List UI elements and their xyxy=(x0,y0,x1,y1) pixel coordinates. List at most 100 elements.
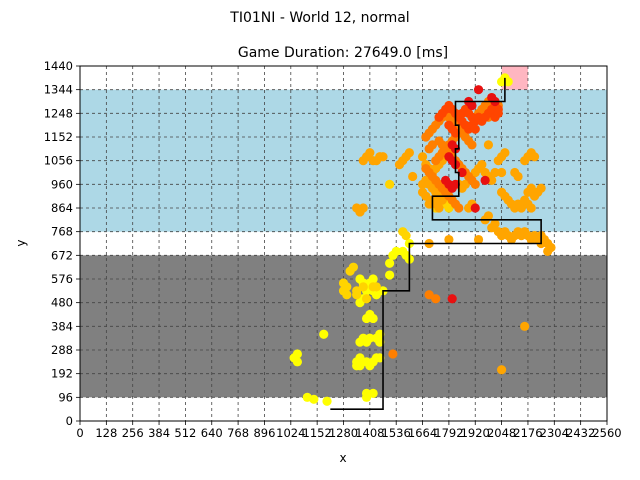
chart-title: Game Duration: 27649.0 [ms] xyxy=(238,45,448,61)
x-tick-label: 512 xyxy=(174,426,196,440)
x-tick-label: 384 xyxy=(148,426,170,440)
data-point xyxy=(358,203,368,213)
x-tick-label: 1664 xyxy=(408,426,437,440)
data-point xyxy=(375,353,385,363)
data-point xyxy=(497,231,507,241)
data-point xyxy=(309,394,319,404)
data-point xyxy=(457,167,467,178)
data-point xyxy=(447,294,457,304)
x-axis-label: x xyxy=(339,451,346,465)
data-point xyxy=(368,313,378,324)
y-tick-label: 384 xyxy=(51,319,73,333)
y-tick-label: 96 xyxy=(58,390,73,404)
x-tick-label: 1408 xyxy=(355,426,384,440)
y-tick-label: 288 xyxy=(51,343,73,357)
data-point xyxy=(385,270,395,280)
data-point xyxy=(536,183,546,193)
x-tick-label: 0 xyxy=(76,426,83,440)
x-tick-label: 2176 xyxy=(513,426,542,440)
data-point xyxy=(467,140,477,150)
data-point xyxy=(444,120,454,130)
data-point xyxy=(348,262,358,272)
x-tick-label: 1024 xyxy=(276,426,305,440)
data-point xyxy=(454,203,464,213)
y-axis-label: y xyxy=(14,239,28,246)
data-point xyxy=(450,128,461,138)
data-point xyxy=(480,175,490,185)
data-point xyxy=(319,329,329,339)
data-point xyxy=(404,148,414,158)
data-point xyxy=(417,152,428,162)
x-tick-label: 2048 xyxy=(487,426,516,440)
player-path-line xyxy=(330,77,542,410)
y-tick-label: 768 xyxy=(51,225,73,239)
data-point xyxy=(365,148,375,158)
data-point xyxy=(487,175,497,185)
y-tick-label: 1056 xyxy=(44,154,73,168)
data-point xyxy=(444,234,454,245)
data-point xyxy=(378,152,388,162)
data-point xyxy=(431,294,441,304)
y-tick-label: 864 xyxy=(51,201,73,215)
data-point xyxy=(434,203,444,213)
y-axis-ticks: 0 96 192 288 384 480 576 672 768 864 960 1056 1152 12… xyxy=(44,59,80,428)
y-tick-label: 576 xyxy=(51,272,73,286)
x-tick-label: 128 xyxy=(95,426,117,440)
data-point xyxy=(497,365,507,375)
data-point xyxy=(408,171,418,182)
data-point xyxy=(385,258,395,268)
x-tick-label: 2432 xyxy=(566,426,595,440)
data-point xyxy=(391,246,401,256)
data-point xyxy=(477,160,487,170)
data-point xyxy=(483,140,494,150)
y-tick-label: 672 xyxy=(51,248,73,262)
data-point xyxy=(375,329,385,339)
data-point xyxy=(493,108,503,118)
data-point xyxy=(520,321,530,331)
y-tick-label: 0 xyxy=(66,414,73,428)
data-point xyxy=(497,167,507,178)
data-point xyxy=(500,148,510,158)
y-tick-label: 1248 xyxy=(44,106,73,120)
chart-suptitle: TI01NI - World 12, normal xyxy=(229,10,409,26)
data-point xyxy=(470,124,480,134)
x-tick-label: 640 xyxy=(201,426,223,440)
data-point xyxy=(365,333,375,343)
data-point xyxy=(368,156,378,166)
x-tick-label: 896 xyxy=(253,426,275,440)
x-tick-label: 1920 xyxy=(461,426,490,440)
x-tick-label: 768 xyxy=(227,426,249,440)
data-point xyxy=(292,349,302,359)
data-point xyxy=(361,294,372,304)
data-point xyxy=(375,337,385,347)
x-tick-label: 256 xyxy=(122,426,144,440)
data-point xyxy=(322,396,332,406)
x-tick-label: 2304 xyxy=(540,426,569,440)
data-point xyxy=(513,171,523,182)
data-point xyxy=(450,179,461,189)
data-point xyxy=(385,179,395,189)
x-tick-label: 1152 xyxy=(303,426,332,440)
data-point xyxy=(434,136,444,146)
data-point xyxy=(368,274,378,284)
x-axis-ticks: 0 128 256 384 512 640 768 896 102411521280140815… xyxy=(76,421,622,440)
data-point xyxy=(543,246,553,256)
data-point xyxy=(368,388,378,398)
data-point xyxy=(434,112,444,122)
data-point xyxy=(352,286,362,296)
data-point xyxy=(361,388,372,398)
data-point xyxy=(470,179,480,189)
y-tick-label: 1152 xyxy=(44,130,73,144)
data-point xyxy=(401,231,411,241)
data-point xyxy=(490,167,500,178)
data-point xyxy=(388,349,398,359)
data-point xyxy=(473,234,484,245)
data-point xyxy=(473,85,484,95)
data-point xyxy=(467,100,477,111)
data-point xyxy=(371,282,382,292)
y-tick-label: 1344 xyxy=(44,83,73,97)
data-point xyxy=(490,219,500,229)
y-tick-label: 192 xyxy=(51,367,73,381)
y-tick-label: 960 xyxy=(51,177,73,191)
